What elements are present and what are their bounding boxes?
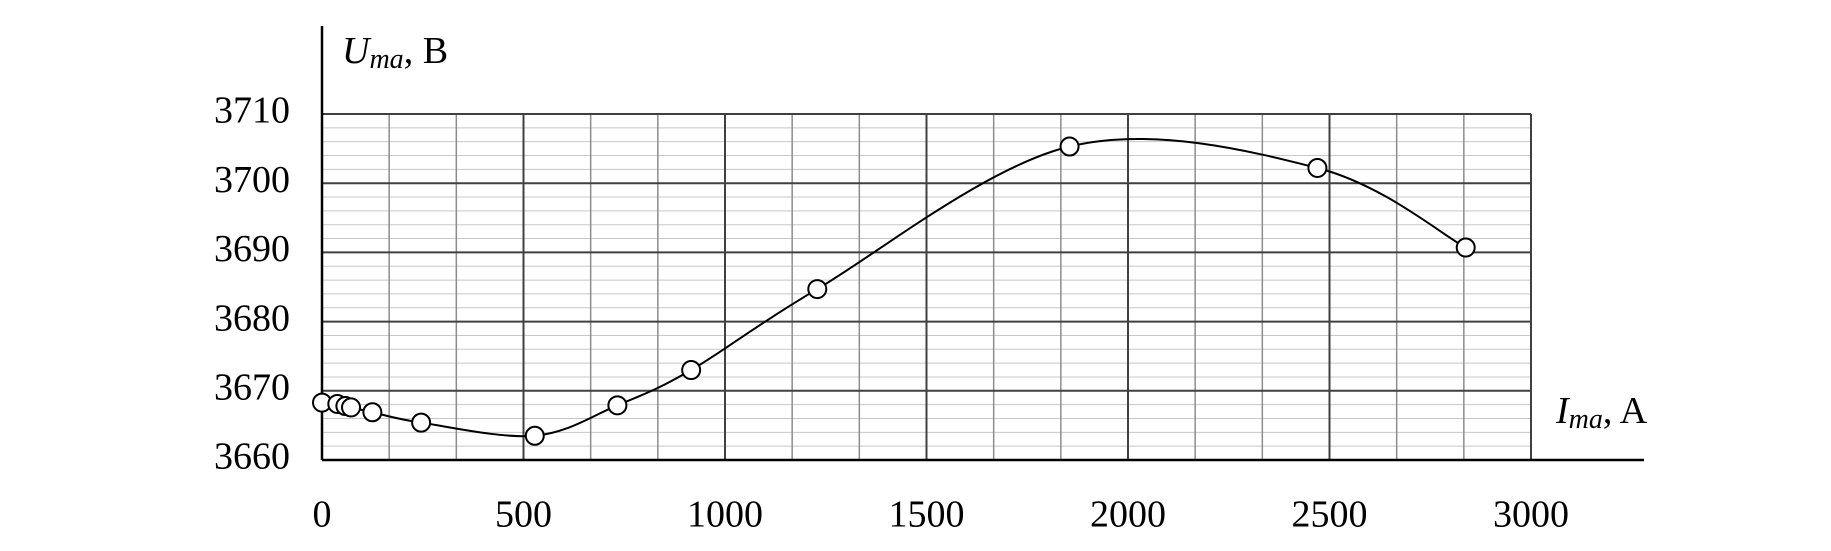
data-point (1059, 136, 1080, 157)
y-tick-label: 3710 (214, 90, 290, 132)
y-label-main: U (342, 30, 372, 72)
y-tick-label: 3700 (214, 159, 290, 201)
x-label-sub: ma (1569, 404, 1603, 435)
y-tick-label: 3670 (214, 367, 290, 409)
x-tick-label: 2000 (1090, 494, 1166, 536)
y-label-unit: , B (404, 30, 448, 72)
y-label-sub: ma (369, 44, 403, 75)
data-point (524, 425, 545, 446)
data-point (607, 395, 628, 416)
x-tick-label: 1500 (889, 494, 965, 536)
y-tick-label: 3680 (214, 297, 290, 339)
x-tick-label: 2500 (1292, 494, 1368, 536)
data-point (1455, 237, 1476, 258)
data-point (362, 402, 383, 423)
x-tick-label: 1000 (687, 494, 763, 536)
x-tick-label: 3000 (1493, 494, 1569, 536)
x-label-main: I (1555, 390, 1571, 432)
x-tick-label: 0 (313, 494, 332, 536)
y-axis-label: Uma, B (342, 30, 448, 76)
data-point (1307, 157, 1328, 178)
y-tick-label: 3690 (214, 228, 290, 270)
data-point (341, 397, 362, 418)
x-tick-label: 500 (495, 494, 552, 536)
data-point (807, 279, 828, 300)
data-point (681, 360, 702, 381)
x-label-unit: , A (1603, 390, 1648, 432)
x-axis-label: Ima, A (1555, 390, 1648, 436)
data-point (411, 412, 432, 433)
y-tick-label: 3660 (214, 436, 290, 478)
